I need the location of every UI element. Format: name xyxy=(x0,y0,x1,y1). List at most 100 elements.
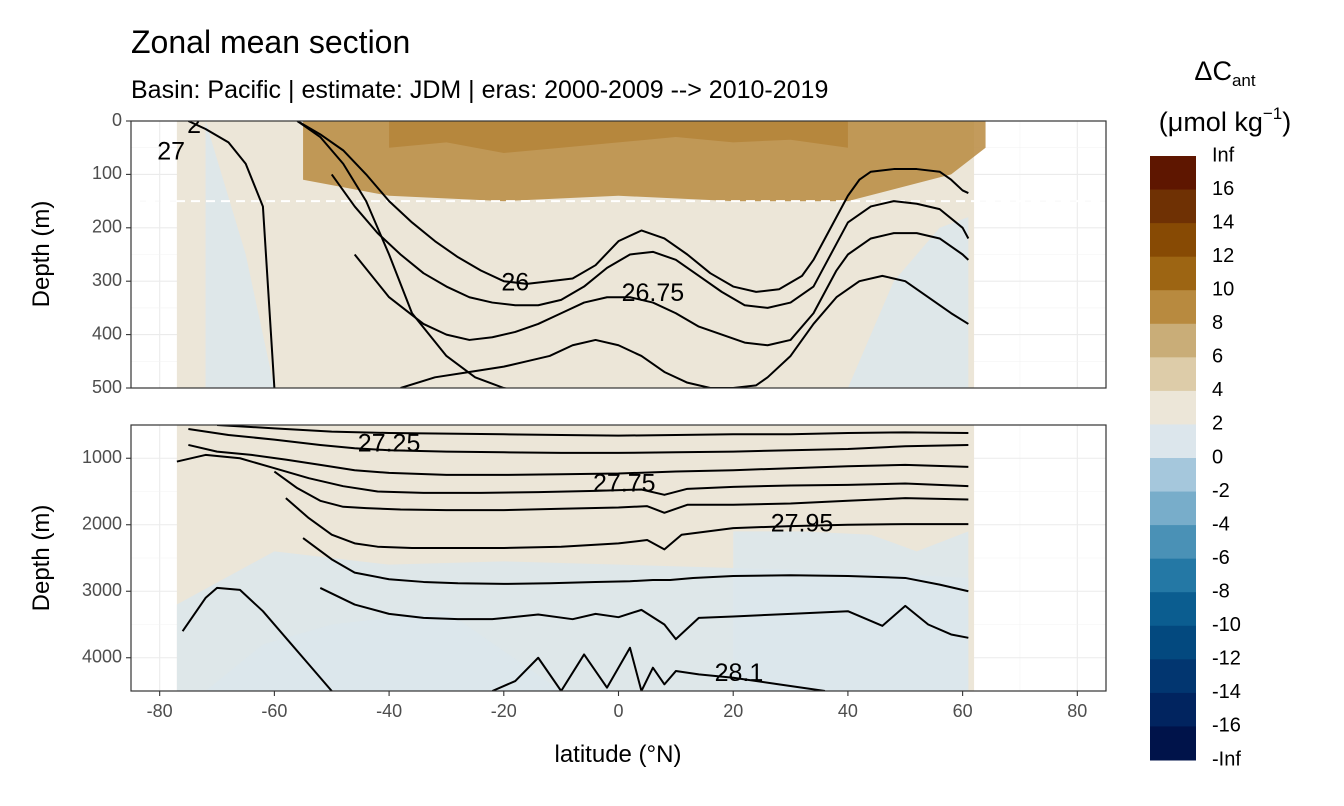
legend-title: ΔCant xyxy=(1194,56,1255,90)
legend-label: -8 xyxy=(1212,581,1230,603)
legend-bin xyxy=(1150,357,1196,392)
x-tick-label: 40 xyxy=(838,701,858,721)
legend-unit-prefix: (μmol kg xyxy=(1159,107,1263,137)
density-contour xyxy=(187,121,276,388)
density-contour xyxy=(319,587,969,641)
legend-bin xyxy=(1150,390,1196,425)
contour-label: 27.75 xyxy=(593,469,656,497)
legend-label: -2 xyxy=(1212,480,1230,502)
density-contour xyxy=(296,121,510,388)
y-tick-label: 3000 xyxy=(82,580,122,600)
cant-region xyxy=(205,121,275,388)
y-tick-label: 300 xyxy=(92,270,122,290)
density-contour xyxy=(330,173,970,309)
legend-bin xyxy=(1150,625,1196,660)
density-contour xyxy=(188,428,969,454)
contour-label: 26.75 xyxy=(622,279,685,307)
density-contour xyxy=(176,453,969,496)
panel-lower-fills xyxy=(176,425,975,691)
legend-label: 10 xyxy=(1212,279,1234,301)
y-tick-label: 400 xyxy=(92,323,122,343)
legend-bin xyxy=(1150,659,1196,694)
legend: ΔCant (μmol kg−1) Inf 16 14 12 10 8 6 4 2 0 -2 -4 -6… xyxy=(1150,56,1291,770)
contour-label: 27 xyxy=(157,138,185,166)
legend-label: 14 xyxy=(1212,211,1234,233)
legend-label: -12 xyxy=(1212,648,1241,670)
legend-bin xyxy=(1150,156,1196,191)
panel-upper-y-axis: 0 100 200 300 400 500 xyxy=(92,110,131,397)
cant-region xyxy=(733,531,969,691)
legend-colorbar xyxy=(1150,156,1196,761)
x-tick-label: -20 xyxy=(491,701,517,721)
legend-label: Inf xyxy=(1212,144,1235,166)
legend-bin xyxy=(1150,726,1196,761)
cant-region xyxy=(303,121,986,202)
density-contour xyxy=(302,537,969,593)
contour-label: 28.1 xyxy=(715,659,764,687)
contour-label: 26 xyxy=(501,268,529,296)
panel-upper-border xyxy=(130,120,1107,389)
x-tick-label: -40 xyxy=(376,701,402,721)
legend-bin xyxy=(1150,692,1196,727)
legend-bin xyxy=(1150,458,1196,493)
x-axis: -80 -60 -40 -20 0 20 40 60 80 xyxy=(147,691,1087,721)
density-contour xyxy=(400,274,969,388)
x-tick-label: -60 xyxy=(261,701,287,721)
density-contour xyxy=(296,121,969,293)
legend-label: -10 xyxy=(1212,614,1241,636)
x-tick-label: 20 xyxy=(723,701,743,721)
legend-bin xyxy=(1150,491,1196,526)
legend-label: 0 xyxy=(1212,446,1223,468)
legend-label: 8 xyxy=(1212,312,1223,334)
panel-lower-contour-labels: 27.25 27.75 27.95 28.1 xyxy=(358,430,834,687)
legend-unit-suffix: ) xyxy=(1282,107,1291,137)
legend-label: -4 xyxy=(1212,513,1230,535)
cant-region xyxy=(205,611,562,691)
contour-label: 27.25 xyxy=(358,430,421,458)
panel-upper-fills xyxy=(131,121,1106,388)
y-tick-label: 1000 xyxy=(82,447,122,467)
contour-label: 27.95 xyxy=(771,509,834,537)
legend-title-main: ΔC xyxy=(1194,56,1232,86)
x-axis-title: latitude (°N) xyxy=(555,741,682,768)
legend-label: 2 xyxy=(1212,413,1223,435)
x-tick-label: 0 xyxy=(613,701,623,721)
legend-bin xyxy=(1150,424,1196,459)
panel-upper-contour-labels: 26 26.75 272 xyxy=(157,111,685,307)
x-tick-label: 80 xyxy=(1067,701,1087,721)
legend-bin xyxy=(1150,256,1196,291)
y-tick-label: 4000 xyxy=(82,647,122,667)
legend-labels: Inf 16 14 12 10 8 6 4 2 0 -2 -4 -6 -8 -10 -12 -14 -16 -Inf xyxy=(1212,144,1241,770)
y-tick-label: 2000 xyxy=(82,514,122,534)
panel-upper-contours xyxy=(187,121,970,388)
legend-label: 4 xyxy=(1212,379,1223,401)
density-contour xyxy=(353,232,970,347)
legend-unit: (μmol kg−1) xyxy=(1159,104,1291,137)
density-contour xyxy=(188,443,969,476)
density-contour xyxy=(181,586,333,691)
legend-label: -6 xyxy=(1212,547,1230,569)
legend-bin xyxy=(1150,323,1196,358)
chart-subtitle: Basin: Pacific | estimate: JDM | eras: 2… xyxy=(131,76,829,104)
density-contour xyxy=(491,646,826,691)
legend-bin xyxy=(1150,223,1196,258)
chart-title: Zonal mean section xyxy=(131,24,411,60)
legend-label: -Inf xyxy=(1212,748,1241,770)
contour-label: 2 xyxy=(187,111,201,139)
legend-label: 6 xyxy=(1212,346,1223,368)
density-contour xyxy=(216,425,969,437)
density-contour xyxy=(285,497,969,551)
y-axis-title-upper: Depth (m) xyxy=(28,201,55,308)
legend-label: 12 xyxy=(1212,245,1234,267)
panel-lower-y-axis: 1000 2000 3000 4000 xyxy=(82,447,131,667)
y-tick-label: 200 xyxy=(92,217,122,237)
x-tick-label: -80 xyxy=(147,701,173,721)
legend-bin xyxy=(1150,592,1196,627)
y-tick-label: 100 xyxy=(92,163,122,183)
legend-label: 16 xyxy=(1212,178,1234,200)
legend-label: -16 xyxy=(1212,715,1241,737)
density-contour xyxy=(273,470,969,514)
legend-label: -14 xyxy=(1212,681,1241,703)
legend-title-subscript: ant xyxy=(1232,71,1256,90)
